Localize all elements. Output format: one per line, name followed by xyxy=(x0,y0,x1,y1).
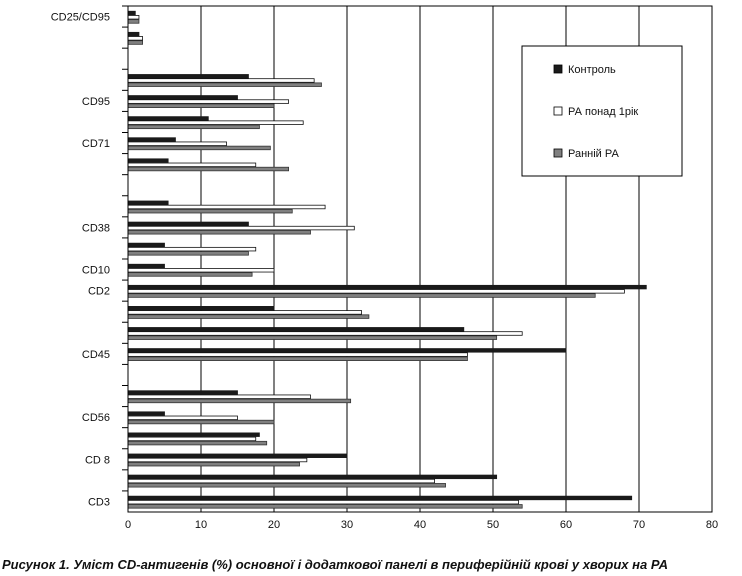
bar-chart: 0 10 20 30 40 50 60 70 80 CD3 CD 8 CD56 CD45 CD2 CD10 C… xyxy=(51,5,718,531)
x-tick-label: 70 xyxy=(633,519,645,531)
bar-group9-s2 xyxy=(127,314,370,319)
bar-cd56-s1 xyxy=(127,415,238,421)
bar-cd38-s0 xyxy=(127,221,249,227)
bar-group8-s2 xyxy=(127,335,498,340)
bar-group1-s1 xyxy=(127,478,436,484)
bar-group5-s0 xyxy=(127,390,238,395)
bar-group1-s0 xyxy=(127,474,498,480)
bar-cd10-s0 xyxy=(127,263,165,269)
bar-group12-s2 xyxy=(127,251,249,256)
bar-group9-s0 xyxy=(127,306,275,311)
bars xyxy=(127,10,647,509)
bar-cd10-s2 xyxy=(127,272,253,277)
bar-group16-s1 xyxy=(127,162,257,168)
bar-cd-8-s0 xyxy=(127,453,348,458)
bar-cd25-cd95-s0 xyxy=(127,10,136,16)
bar-cd45-s0 xyxy=(127,348,567,353)
bar-cd38-s2 xyxy=(127,230,311,235)
bar-cd95-s1 xyxy=(127,99,290,104)
x-tick-label: 40 xyxy=(414,519,426,531)
bar-cd45-s1 xyxy=(127,352,468,357)
legend: Контроль РА понад 1рік Ранній РА xyxy=(521,45,683,177)
bar-cd71-s0 xyxy=(127,137,176,142)
bar-group16-s0 xyxy=(127,158,169,163)
legend-swatch xyxy=(553,106,563,116)
grid-lines xyxy=(127,5,713,513)
category-label: CD 8 xyxy=(85,454,110,466)
bar-cd2-s1 xyxy=(127,289,625,294)
legend-swatch xyxy=(553,148,563,158)
legend-label: Контроль xyxy=(568,64,616,76)
legend-swatch xyxy=(553,64,563,74)
x-tick-label: 50 xyxy=(487,519,499,531)
bar-cd10-s1 xyxy=(127,268,275,273)
bar-group9-s1 xyxy=(127,310,363,315)
bar-cd25-cd95-s1 xyxy=(127,15,140,20)
bar-group14-s0 xyxy=(127,200,169,205)
bar-group18-s0 xyxy=(127,116,209,121)
category-label: CD2 xyxy=(88,286,110,298)
bar-group18-s1 xyxy=(127,120,304,125)
bar-group3-s1 xyxy=(127,436,257,442)
bar-group5-s2 xyxy=(127,398,352,404)
bar-group20-s1 xyxy=(127,78,315,83)
bar-cd25-cd95-s2 xyxy=(127,19,140,24)
bar-cd95-s2 xyxy=(127,103,275,108)
bar-cd71-s1 xyxy=(127,141,227,146)
bar-cd95-s0 xyxy=(127,95,238,100)
bar-group18-s2 xyxy=(127,124,260,130)
bar-cd3-s1 xyxy=(127,499,519,505)
legend-label: Ранній РА xyxy=(568,148,619,160)
bar-group8-s0 xyxy=(127,327,465,332)
bar-group12-s1 xyxy=(127,246,257,252)
category-label: CD25/CD95 xyxy=(51,12,110,24)
bar-cd38-s1 xyxy=(127,225,355,231)
bar-cd56-s0 xyxy=(127,411,165,416)
category-label: CD95 xyxy=(82,96,110,108)
bar-cd56-s2 xyxy=(127,419,275,425)
bar-group22-s1 xyxy=(127,36,143,41)
category-label: CD38 xyxy=(82,222,110,234)
x-tick-label: 10 xyxy=(195,519,207,531)
category-label: CD45 xyxy=(82,349,110,361)
bar-group12-s0 xyxy=(127,242,165,248)
bar-group16-s2 xyxy=(127,166,290,172)
legend-box xyxy=(521,45,683,177)
bar-group14-s1 xyxy=(127,204,326,210)
x-tick-label: 60 xyxy=(560,519,572,531)
bar-cd2-s0 xyxy=(127,284,647,290)
category-label: CD10 xyxy=(82,265,110,277)
category-label: CD56 xyxy=(82,412,110,424)
bar-group3-s2 xyxy=(127,440,268,446)
category-label: CD71 xyxy=(82,138,110,150)
bar-cd2-s2 xyxy=(127,293,596,298)
bar-group22-s0 xyxy=(127,31,140,37)
bar-group22-s2 xyxy=(127,40,143,45)
bar-group1-s2 xyxy=(127,483,446,488)
bar-cd-8-s1 xyxy=(127,457,308,463)
bar-cd71-s2 xyxy=(127,145,271,151)
bar-cd3-s2 xyxy=(127,504,523,509)
bar-cd45-s2 xyxy=(127,356,468,361)
x-tick-label: 30 xyxy=(341,519,353,531)
bar-cd-8-s2 xyxy=(127,461,300,467)
category-label: CD3 xyxy=(88,496,110,508)
bar-cd3-s0 xyxy=(127,495,633,501)
legend-label: РА понад 1рік xyxy=(568,106,638,118)
bar-group8-s1 xyxy=(127,331,523,336)
bar-group14-s2 xyxy=(127,208,293,214)
bar-group20-s0 xyxy=(127,74,249,79)
bar-group5-s1 xyxy=(127,394,311,399)
x-tick-label: 0 xyxy=(125,519,131,531)
bar-group3-s0 xyxy=(127,432,260,437)
x-tick-label: 20 xyxy=(268,519,280,531)
figure-caption: Рисунок 1. Уміст CD-антигенів (%) основн… xyxy=(2,557,669,572)
x-tick-label: 80 xyxy=(706,519,718,531)
bar-group20-s2 xyxy=(127,82,322,87)
axes: 0 10 20 30 40 50 60 70 80 CD3 CD 8 CD56 CD45 CD2 CD10 C… xyxy=(51,5,718,531)
